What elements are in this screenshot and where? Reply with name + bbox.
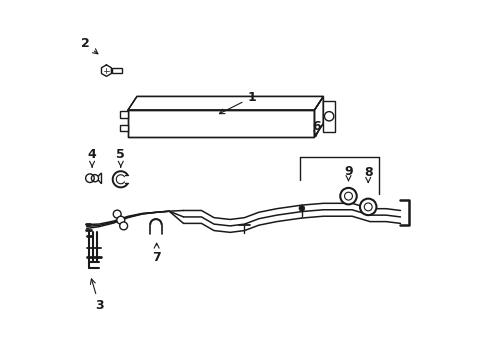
Circle shape	[120, 222, 127, 230]
Polygon shape	[112, 68, 122, 73]
Polygon shape	[120, 125, 128, 131]
Circle shape	[298, 206, 304, 211]
Circle shape	[340, 188, 356, 204]
Polygon shape	[323, 101, 334, 131]
Polygon shape	[128, 110, 314, 137]
Text: 3: 3	[90, 279, 103, 312]
Circle shape	[359, 199, 376, 215]
Circle shape	[113, 210, 121, 218]
Text: 5: 5	[116, 148, 125, 167]
Text: 9: 9	[344, 165, 352, 181]
Polygon shape	[128, 96, 323, 110]
Text: 8: 8	[363, 166, 372, 183]
Text: 4: 4	[87, 148, 96, 167]
Text: 2: 2	[81, 37, 98, 54]
Text: 7: 7	[152, 243, 161, 264]
Polygon shape	[120, 111, 128, 118]
Polygon shape	[314, 96, 323, 137]
Text: 1: 1	[219, 91, 256, 114]
Circle shape	[117, 216, 124, 224]
Text: 6: 6	[311, 120, 320, 136]
